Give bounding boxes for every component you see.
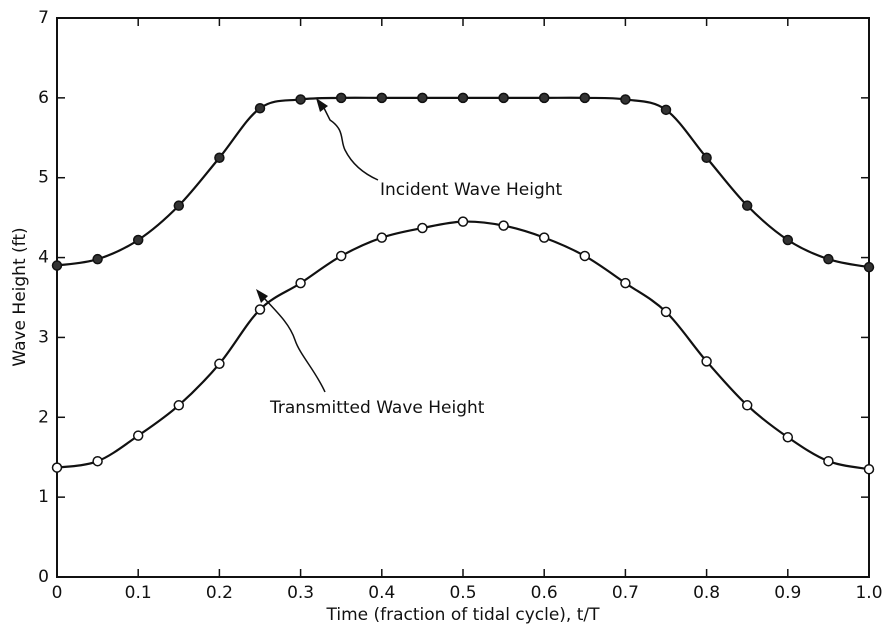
data-point — [620, 94, 631, 105]
y-tick-label: 7 — [38, 8, 49, 28]
y-tick-label: 2 — [38, 407, 49, 427]
y-tick-label: 1 — [38, 487, 49, 507]
y-tick-label: 6 — [38, 88, 49, 108]
x-tick-label: 0.5 — [449, 583, 476, 603]
y-tick-label: 0 — [38, 567, 49, 587]
series-annotation: Incident Wave Height — [380, 180, 563, 200]
data-point — [51, 462, 63, 473]
data-point — [457, 92, 469, 104]
x-tick-label: 0.4 — [368, 583, 395, 603]
y-tick-label: 3 — [38, 327, 49, 347]
data-point — [335, 250, 347, 262]
data-point — [132, 430, 144, 441]
data-point — [782, 234, 794, 246]
data-point — [823, 455, 834, 467]
data-point — [620, 277, 631, 289]
x-tick-label: 0.3 — [287, 583, 314, 603]
series-annotation: Transmitted Wave Height — [269, 398, 485, 418]
data-point — [173, 400, 185, 411]
arrow-head — [316, 98, 328, 112]
x-tick-label: 0.8 — [693, 583, 720, 603]
data-point — [660, 104, 672, 116]
x-tick-label: 1.0 — [855, 583, 882, 603]
annotation-arrow — [321, 103, 379, 181]
data-point — [254, 304, 266, 315]
data-point — [214, 358, 225, 370]
x-tick-label: 0.6 — [531, 583, 558, 603]
data-point — [863, 261, 875, 273]
series-line — [56, 220, 870, 471]
data-point — [376, 92, 388, 104]
y-tick-label: 5 — [38, 168, 49, 188]
data-point — [701, 152, 712, 163]
data-point — [254, 102, 266, 114]
data-point — [579, 92, 591, 104]
data-point — [538, 92, 550, 104]
x-axis-title: Time (fraction of tidal cycle), t/T — [325, 605, 600, 625]
data-point — [417, 92, 428, 104]
data-point — [417, 222, 428, 234]
y-tick-label: 4 — [38, 248, 49, 268]
data-point — [660, 306, 672, 318]
data-point — [823, 253, 834, 265]
arrow-head — [256, 289, 268, 303]
data-point — [92, 455, 103, 467]
x-tick-label: 0.2 — [206, 583, 233, 603]
annotation-arrow — [261, 295, 326, 393]
data-point — [132, 234, 144, 246]
data-point — [51, 260, 63, 271]
data-point — [214, 152, 225, 163]
data-point — [295, 94, 306, 105]
data-point — [579, 250, 591, 262]
data-point — [92, 253, 103, 265]
data-point — [457, 216, 469, 227]
data-point — [498, 220, 509, 231]
data-point — [498, 92, 509, 104]
data-point — [741, 200, 753, 211]
data-point — [782, 432, 794, 443]
data-point — [295, 277, 306, 289]
data-point — [173, 200, 185, 211]
y-axis-title: Wave Height (ft) — [10, 227, 30, 366]
x-tick-label: 0.7 — [612, 583, 639, 603]
data-point — [376, 232, 388, 243]
data-point — [863, 463, 875, 475]
data-point — [335, 92, 347, 104]
x-tick-label: 0.1 — [125, 583, 152, 603]
data-point — [538, 232, 550, 243]
data-point — [741, 400, 753, 411]
x-tick-label: 0.9 — [774, 583, 801, 603]
data-point — [701, 356, 712, 367]
x-tick-label: 0 — [52, 583, 63, 603]
